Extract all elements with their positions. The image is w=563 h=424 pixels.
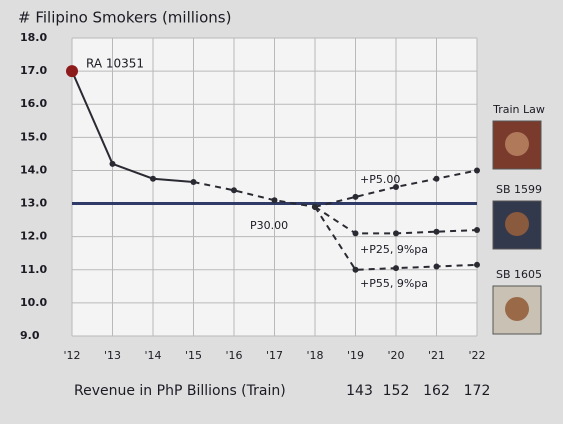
x-tick-label: '14 (144, 349, 161, 362)
point (433, 228, 440, 235)
point (433, 263, 440, 270)
y-tick-label: 11.0 (20, 263, 47, 276)
point (433, 175, 440, 182)
y-tick-label: 13.0 (20, 197, 47, 210)
series-line (314, 169, 478, 208)
x-tick-label: '15 (185, 349, 202, 362)
point (190, 179, 197, 186)
chart-title: # Filipino Smokers (millions) (18, 9, 231, 27)
photo-face (505, 297, 529, 321)
x-tick-label: '17 (266, 349, 283, 362)
y-tick-label: 18.0 (20, 31, 47, 44)
point (66, 65, 78, 78)
revenue-value: 172 (464, 383, 491, 399)
series-label: +P25, 9%pa (360, 243, 428, 256)
point (352, 230, 359, 237)
x-tick-label: '21 (428, 349, 445, 362)
x-tick-label: '12 (63, 349, 80, 362)
point (474, 261, 480, 268)
point (271, 197, 278, 204)
point (352, 193, 359, 200)
point (393, 230, 399, 237)
revenue-value: 162 (423, 383, 450, 399)
panel-label: Train Law (492, 103, 545, 116)
point (312, 203, 318, 210)
x-tick-label: '20 (387, 349, 404, 362)
series-label: P30.00 (250, 219, 288, 232)
y-tick-label: 14.0 (20, 163, 47, 176)
point (393, 184, 399, 190)
x-tick-label: '19 (347, 349, 364, 362)
annotation: RA 10351 (86, 57, 144, 71)
y-tick-label: 10.0 (20, 296, 47, 309)
point (393, 265, 399, 272)
y-tick-label: 12.0 (20, 230, 47, 243)
point (474, 227, 480, 234)
revenue-label: Revenue in PhP Billions (Train) (74, 383, 286, 399)
x-tick-label: '22 (468, 349, 485, 362)
y-tick-label: 17.0 (20, 64, 47, 77)
series-label: +P5.00 (360, 173, 400, 186)
point (109, 160, 116, 167)
point (474, 167, 480, 174)
x-tick-label: '16 (225, 349, 242, 362)
x-tick-label: '18 (306, 349, 323, 362)
y-tick-label: 9.0 (20, 329, 40, 342)
revenue-value: 152 (383, 383, 410, 399)
photo-face (505, 212, 529, 236)
point (352, 266, 359, 273)
point (150, 175, 156, 182)
photo-face (505, 132, 529, 156)
panel-label: SB 1605 (496, 268, 542, 281)
series-line (193, 181, 316, 208)
series-line (71, 70, 194, 184)
x-tick-label: '13 (104, 349, 121, 362)
panel-label: SB 1599 (496, 183, 542, 196)
revenue-value: 143 (346, 383, 373, 399)
y-tick-label: 15.0 (20, 130, 47, 143)
point (231, 187, 237, 194)
y-tick-label: 16.0 (20, 97, 47, 110)
series-label: +P55, 9%pa (360, 277, 428, 290)
